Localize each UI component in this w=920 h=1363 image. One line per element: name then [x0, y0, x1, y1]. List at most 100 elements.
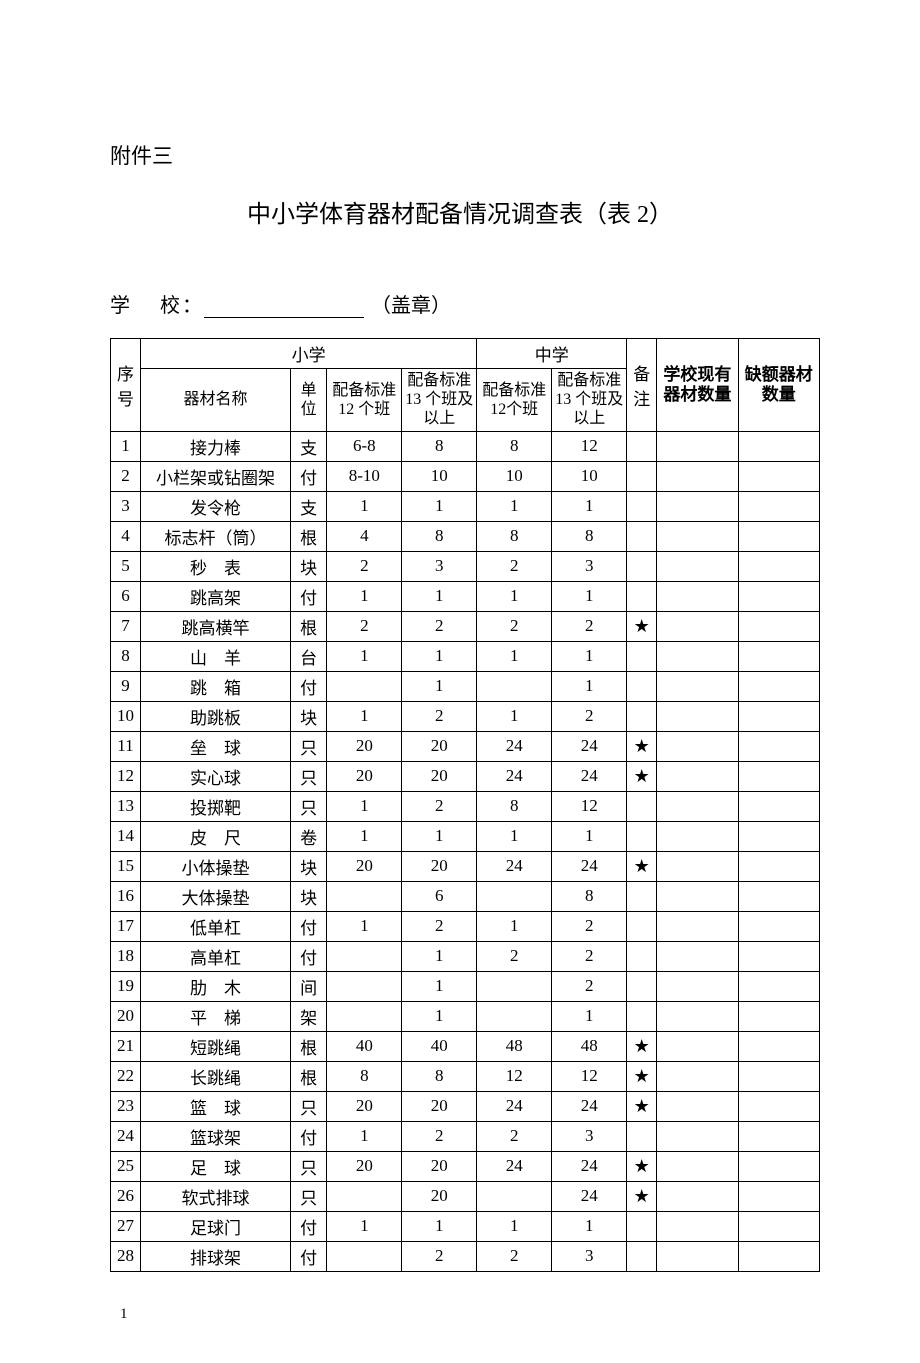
cell-unit: 支 — [290, 491, 326, 521]
cell-have — [657, 731, 738, 761]
cell-note — [627, 971, 657, 1001]
cell-lack — [738, 761, 819, 791]
cell-name: 小栏架或钻圈架 — [140, 461, 290, 491]
cell-p13: 1 — [402, 941, 477, 971]
cell-have — [657, 611, 738, 641]
cell-lack — [738, 581, 819, 611]
cell-p12: 20 — [327, 1091, 402, 1121]
cell-p13: 10 — [402, 461, 477, 491]
cell-lack — [738, 971, 819, 1001]
cell-seq: 6 — [111, 581, 141, 611]
cell-name: 助跳板 — [140, 701, 290, 731]
cell-have — [657, 1061, 738, 1091]
cell-p12 — [327, 971, 402, 1001]
cell-m13: 2 — [552, 941, 627, 971]
cell-lack — [738, 1241, 819, 1271]
cell-m12 — [477, 1181, 552, 1211]
cell-seq: 13 — [111, 791, 141, 821]
cell-unit: 只 — [290, 1151, 326, 1181]
cell-m12: 1 — [477, 491, 552, 521]
cell-seq: 14 — [111, 821, 141, 851]
cell-p13: 20 — [402, 851, 477, 881]
table-row: 26软式排球只2024★ — [111, 1181, 820, 1211]
cell-seq: 20 — [111, 1001, 141, 1031]
cell-m12: 8 — [477, 431, 552, 461]
cell-lack — [738, 1151, 819, 1181]
cell-p12: 8 — [327, 1061, 402, 1091]
cell-seq: 12 — [111, 761, 141, 791]
cell-have — [657, 821, 738, 851]
cell-m13: 24 — [552, 731, 627, 761]
cell-p12: 20 — [327, 851, 402, 881]
cell-p13: 6 — [402, 881, 477, 911]
cell-m13: 1 — [552, 1211, 627, 1241]
cell-p13: 2 — [402, 1121, 477, 1151]
cell-name: 发令枪 — [140, 491, 290, 521]
cell-note — [627, 1121, 657, 1151]
table-row: 23篮 球只20202424★ — [111, 1091, 820, 1121]
table-row: 19肋 木间12 — [111, 971, 820, 1001]
attachment-label: 附件三 — [110, 140, 810, 170]
cell-note: ★ — [627, 851, 657, 881]
cell-note — [627, 551, 657, 581]
cell-have — [657, 1121, 738, 1151]
cell-lack — [738, 1061, 819, 1091]
cell-note: ★ — [627, 761, 657, 791]
cell-unit: 卷 — [290, 821, 326, 851]
cell-lack — [738, 551, 819, 581]
cell-m12: 1 — [477, 821, 552, 851]
cell-p12 — [327, 671, 402, 701]
cell-p12: 20 — [327, 761, 402, 791]
cell-unit: 只 — [290, 791, 326, 821]
cell-name: 篮球架 — [140, 1121, 290, 1151]
cell-p12: 1 — [327, 911, 402, 941]
cell-p12: 20 — [327, 731, 402, 761]
cell-name: 山 羊 — [140, 641, 290, 671]
cell-unit: 只 — [290, 731, 326, 761]
cell-m13: 2 — [552, 611, 627, 641]
table-row: 28排球架付223 — [111, 1241, 820, 1271]
cell-name: 实心球 — [140, 761, 290, 791]
table-row: 4标志杆（筒）根4888 — [111, 521, 820, 551]
header-middle: 中学 — [477, 339, 627, 369]
table-row: 13投掷靶只12812 — [111, 791, 820, 821]
header-std-p12: 配备标准 12 个班 — [327, 369, 402, 432]
cell-m12: 12 — [477, 1061, 552, 1091]
cell-seq: 2 — [111, 461, 141, 491]
cell-p12: 1 — [327, 701, 402, 731]
cell-unit: 块 — [290, 851, 326, 881]
table-row: 15小体操垫块20202424★ — [111, 851, 820, 881]
cell-lack — [738, 1031, 819, 1061]
table-row: 20平 梯架11 — [111, 1001, 820, 1031]
cell-m12: 2 — [477, 551, 552, 581]
cell-m12: 8 — [477, 791, 552, 821]
cell-have — [657, 911, 738, 941]
cell-m12: 2 — [477, 611, 552, 641]
cell-have — [657, 1001, 738, 1031]
table-row: 18高单杠付122 — [111, 941, 820, 971]
cell-have — [657, 851, 738, 881]
cell-p12 — [327, 1181, 402, 1211]
cell-have — [657, 1031, 738, 1061]
table-row: 24篮球架付1223 — [111, 1121, 820, 1151]
table-row: 21短跳绳根40404848★ — [111, 1031, 820, 1061]
cell-m12: 10 — [477, 461, 552, 491]
cell-p13: 20 — [402, 1181, 477, 1211]
cell-lack — [738, 791, 819, 821]
cell-note: ★ — [627, 1091, 657, 1121]
cell-lack — [738, 881, 819, 911]
cell-note — [627, 491, 657, 521]
cell-seq: 24 — [111, 1121, 141, 1151]
cell-note — [627, 431, 657, 461]
cell-m13: 2 — [552, 911, 627, 941]
cell-have — [657, 1151, 738, 1181]
cell-seq: 18 — [111, 941, 141, 971]
table-row: 14皮 尺卷1111 — [111, 821, 820, 851]
cell-note: ★ — [627, 1031, 657, 1061]
cell-m12 — [477, 881, 552, 911]
cell-unit: 支 — [290, 431, 326, 461]
header-primary: 小学 — [140, 339, 476, 369]
cell-note — [627, 881, 657, 911]
cell-m13: 1 — [552, 1001, 627, 1031]
cell-m12: 24 — [477, 1091, 552, 1121]
